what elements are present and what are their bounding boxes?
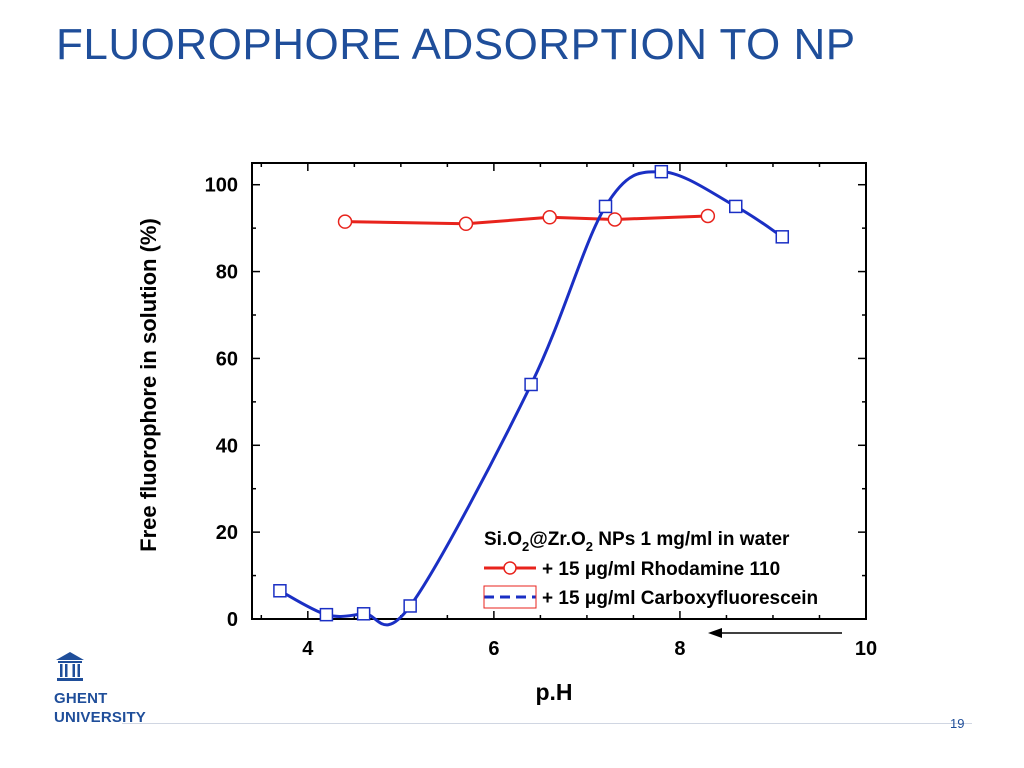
slide-title: FLUOROPHORE ADSORPTION TO NP	[56, 20, 856, 69]
rhodamine-point	[542, 210, 557, 225]
annotation-text: Si.O2@Zr.O2 NPs 1 mg/ml in water	[484, 529, 790, 554]
plot-frame	[251, 162, 867, 620]
legend-label-rhodamine: + 15 μg/ml Rhodamine 110	[542, 559, 780, 580]
y-axis-label: Free fluorophore in solution (%)	[136, 218, 161, 552]
carboxyfluorescein-point	[775, 230, 790, 244]
carboxyfluorescein-point	[403, 599, 417, 613]
legend: Si.O2@Zr.O2 NPs 1 mg/ml in water + 15 μg/…	[483, 529, 818, 609]
carboxyfluorescein-point	[273, 584, 287, 598]
building-columns-icon	[56, 652, 84, 681]
rhodamine-point	[337, 214, 353, 229]
x-tick-label: 8	[674, 638, 685, 660]
y-tick-label: 40	[216, 435, 238, 457]
x-tick-label: 4	[302, 638, 314, 660]
logo-line-university: UNIVERSITY	[54, 709, 147, 726]
carboxyfluorescein-point	[524, 377, 538, 392]
ghent-university-logo: GHENT UNIVERSITY	[50, 650, 146, 740]
carboxyfluorescein-point	[654, 164, 669, 179]
carboxyfluorescein-point	[598, 199, 613, 214]
carboxyfluorescein-point	[319, 607, 334, 622]
rhodamine-point	[700, 208, 716, 224]
carboxyfluorescein-point	[729, 199, 743, 214]
rhodamine-point	[607, 212, 623, 227]
rhodamine-point	[458, 216, 474, 232]
y-tick-label: 0	[227, 609, 238, 631]
logo-line-ghent: GHENT	[54, 690, 108, 707]
y-tick-label: 100	[205, 175, 238, 197]
page-number: 19	[950, 716, 965, 731]
y-tick-label: 20	[216, 522, 238, 544]
x-axis-label: p.H	[535, 679, 572, 705]
legend-marker-rhodamine	[503, 561, 517, 575]
arrow-head	[708, 628, 722, 638]
legend-label-carboxyfluorescein: + 15 μg/ml Carboxyfluorescein	[542, 588, 818, 609]
y-tick-label: 80	[216, 262, 238, 284]
carboxyfluorescein-point	[356, 607, 371, 621]
footer-divider	[122, 723, 972, 724]
series-line-rhodamine	[345, 214, 708, 226]
y-tick-label: 60	[216, 348, 238, 370]
x-tick-label: 10	[855, 638, 877, 660]
x-tick-label: 6	[488, 638, 499, 660]
legend-swatch-frame	[483, 585, 537, 609]
series-line-carboxyfluorescein	[279, 170, 784, 627]
